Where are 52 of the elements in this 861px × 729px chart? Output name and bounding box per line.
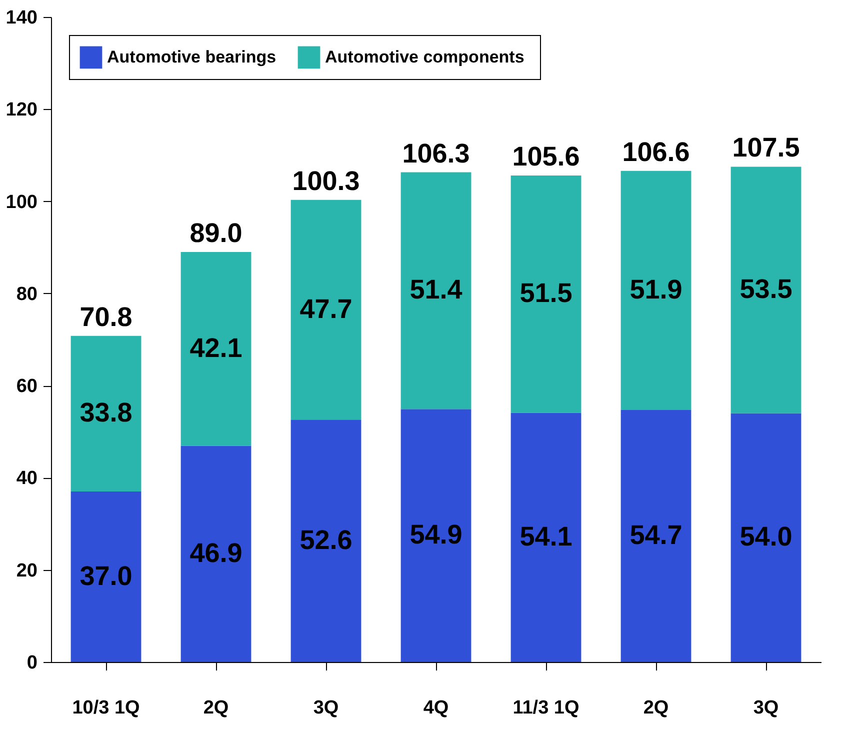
bar: [290, 420, 362, 662]
bar: [510, 412, 582, 662]
data-label: 52.6: [300, 524, 352, 555]
x-tick-label: 10/3 1Q: [72, 698, 140, 718]
data-label: 37.0: [80, 560, 132, 591]
x-tick-label: 3Q: [313, 698, 339, 718]
data-label: 54.9: [410, 520, 462, 550]
bar: [290, 200, 362, 420]
data-label: 54.1: [520, 521, 572, 552]
total-label: 70.8: [80, 302, 132, 332]
total-label: 106.6: [622, 136, 690, 167]
data-label: 51.4: [410, 274, 462, 305]
bar: [70, 336, 142, 492]
bar: [180, 252, 252, 446]
bar: [730, 166, 802, 414]
bar: [730, 413, 802, 662]
bar: [400, 409, 472, 662]
data-label: 53.5: [740, 274, 792, 304]
bar: [620, 170, 692, 410]
x-tick-label: 4Q: [423, 698, 449, 718]
data-label: 51.5: [520, 278, 572, 308]
y-tick-label: 60: [16, 376, 38, 398]
bar: [70, 492, 142, 662]
legend-label: Automotive components: [325, 47, 524, 66]
data-label: 33.8: [80, 398, 132, 428]
data-label: 54.7: [630, 520, 682, 550]
y-tick-label: 80: [16, 284, 38, 305]
bar: [620, 410, 692, 662]
total-label: 89.0: [190, 218, 242, 248]
data-label: 46.9: [190, 538, 242, 568]
bar: [400, 172, 472, 410]
x-tick-label: 11/3 1Q: [512, 698, 580, 718]
data-label: 51.9: [630, 274, 682, 304]
data-label: 42.1: [190, 332, 242, 363]
bar: [510, 175, 582, 413]
y-tick-label: 140: [6, 8, 38, 28]
total-label: 105.6: [512, 141, 580, 172]
y-tick-label: 0: [26, 652, 38, 674]
total-label: 100.3: [292, 166, 360, 196]
bar: [180, 446, 252, 662]
y-tick-label: 120: [6, 100, 38, 121]
data-label: 47.7: [300, 294, 352, 324]
y-tick-label: 100: [6, 192, 38, 213]
data-label: 54.0: [740, 522, 792, 552]
total-label: 107.5: [732, 132, 800, 163]
legend-label: Automotive bearings: [107, 47, 276, 66]
x-tick-label: 2Q: [643, 698, 669, 718]
y-tick-label: 20: [16, 560, 38, 582]
x-tick-label: 3Q: [753, 698, 779, 718]
x-tick-label: 2Q: [203, 698, 229, 718]
y-tick-label: 40: [16, 468, 38, 490]
total-label: 106.3: [402, 138, 470, 168]
